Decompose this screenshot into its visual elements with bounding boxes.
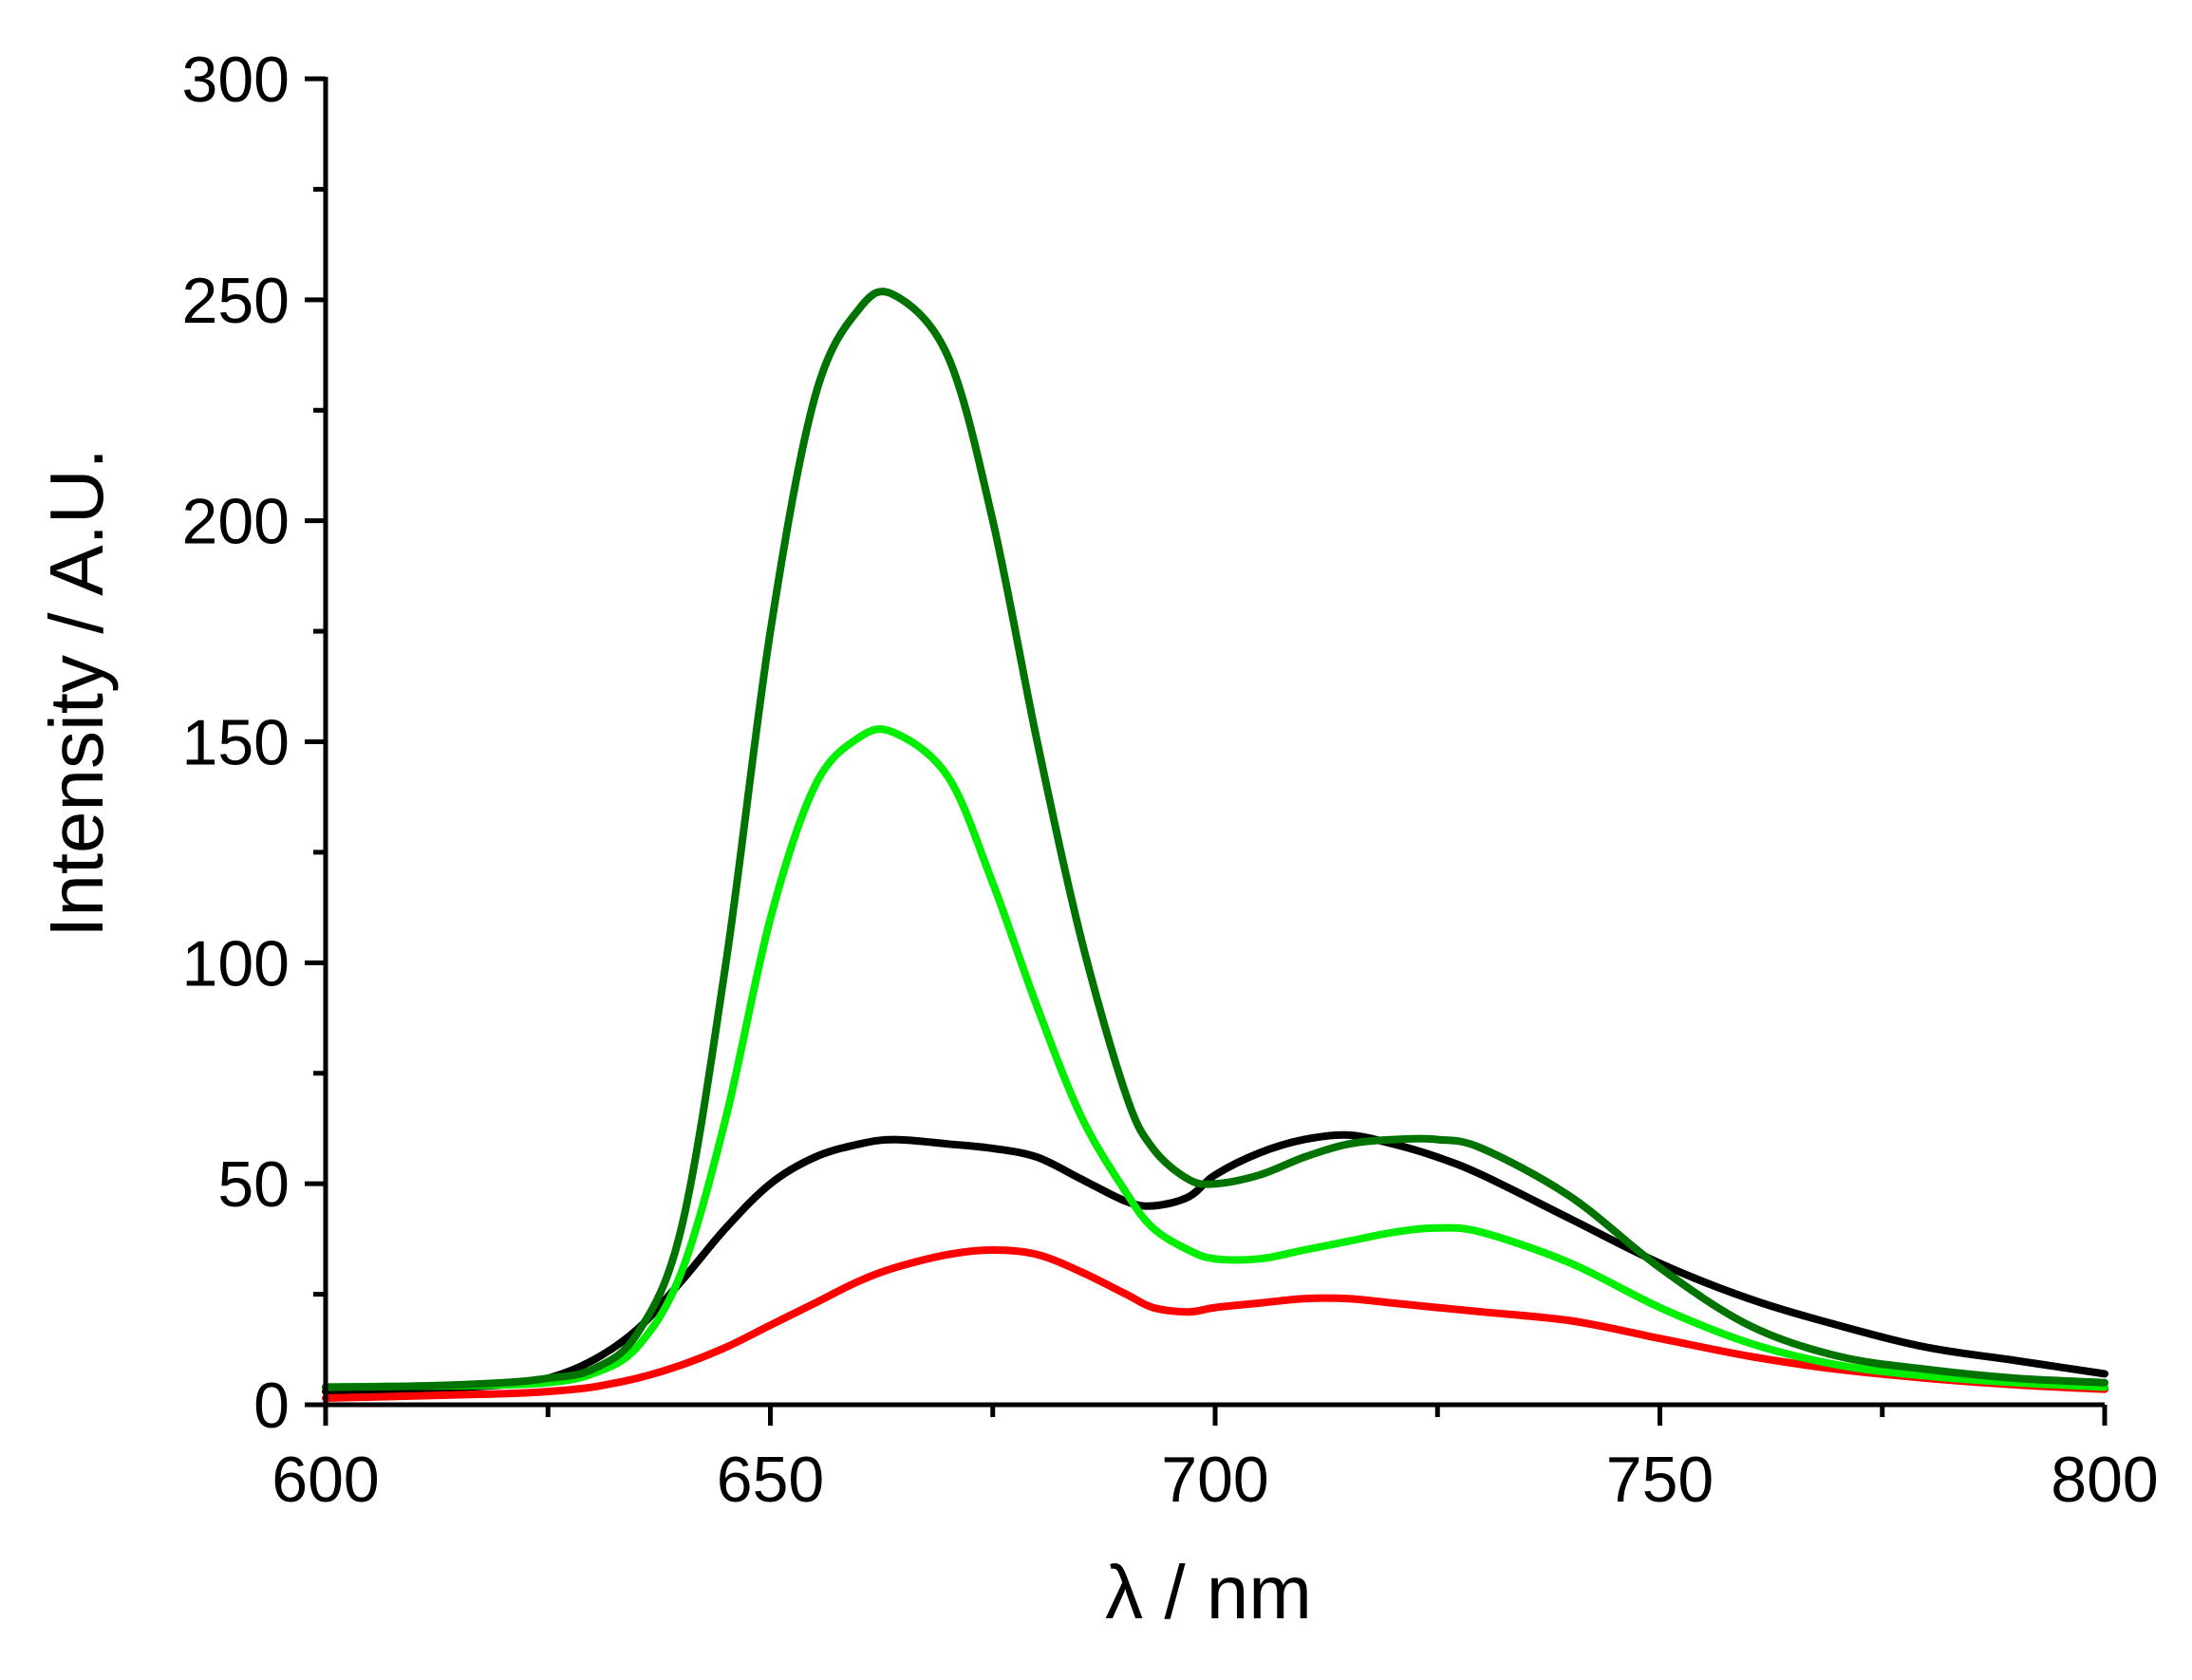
y-tick-label: 0 xyxy=(253,1370,290,1442)
x-tick-label: 750 xyxy=(1606,1444,1714,1516)
axis-layer xyxy=(305,76,2108,1426)
y-tick-label: 100 xyxy=(182,927,290,999)
x-tick-label: 600 xyxy=(272,1444,379,1516)
x-tick-label: 800 xyxy=(2051,1444,2158,1516)
series-line-4 xyxy=(322,288,2108,1391)
y-tick-label: 50 xyxy=(217,1148,290,1221)
y-axis-title: Intensity / A.U. xyxy=(34,448,119,938)
series-line-2 xyxy=(322,1246,2108,1402)
x-tick-label: 700 xyxy=(1161,1444,1268,1516)
x-axis-title: λ / nm xyxy=(1105,1550,1312,1634)
y-tick-label: 150 xyxy=(182,707,290,779)
tick-label-layer: 600 650 700 750 800 0 50 100 150 200 250 300 xyxy=(182,44,2159,1516)
series-layer xyxy=(322,288,2108,1402)
series-line-3 xyxy=(322,725,2108,1391)
y-tick-label: 300 xyxy=(182,44,290,116)
y-tick-label: 200 xyxy=(182,486,290,558)
x-tick-label: 650 xyxy=(717,1444,824,1516)
y-tick-label: 250 xyxy=(182,265,290,337)
